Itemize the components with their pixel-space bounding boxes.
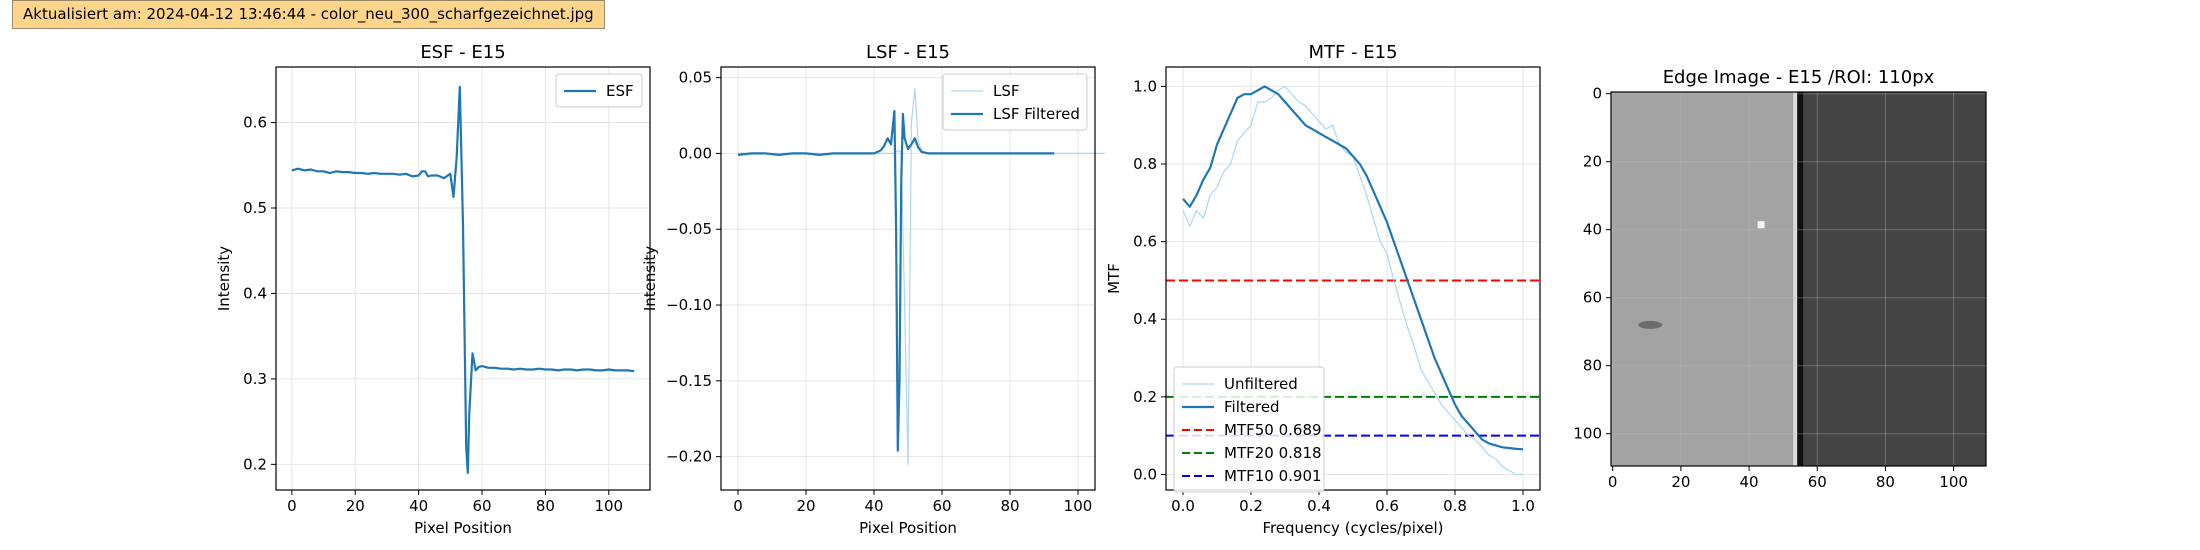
series-line-filtered [1182,85,1524,451]
y-tick-label: −0.05 [666,220,712,238]
x-tick-label: 60 [1808,473,1827,491]
chart-2: 0 20 40 60 80 100 −0.20 −0.15 −0.10 −0.05 0.00 0.05… [641,42,1106,537]
y-tick-label: 80 [1583,357,1602,375]
y-tick-label: 100 [1573,425,1602,443]
chart-title: LSF - E15 [866,42,950,63]
x-axis-label: Pixel Position [859,519,957,537]
x-tick-label: 20 [1671,473,1690,491]
x-tick-label: 40 [864,497,883,515]
y-tick-label: 0.05 [679,69,712,87]
legend-label: Unfiltered [1224,375,1298,393]
x-tick-label: 80 [1000,497,1019,515]
legend-box [942,73,1088,131]
x-tick-label: 0.0 [1171,497,1195,515]
chart-3: 0.0 0.2 0.4 0.6 0.8 1.0 0.0 0.2 0.4 0.6 0.8 1.0 MTF … [1105,42,1541,537]
image-smudge [1638,320,1663,329]
axes-frame [1165,66,1541,491]
legend-label: ESF [606,82,634,100]
y-tick-label: −0.15 [666,372,712,390]
legend-box [555,73,643,108]
status-banner: Aktualisiert am: 2024-04-12 13:46:44 - c… [12,0,605,29]
image-speck [1757,221,1765,229]
legend-3: Unfiltered Filtered MTF50 0.689 MTF20 0.818… [1173,366,1325,493]
x-tick-label: 1.0 [1511,497,1535,515]
x-tick-label: 80 [1876,473,1895,491]
x-tick-label: 100 [594,497,623,515]
y-tick-label: 0.8 [1133,155,1157,173]
chart-title: Edge Image - E15 /ROI: 110px [1663,67,1935,88]
y-tick-label: 0.6 [243,114,267,132]
legend-2: LSF LSF Filtered [942,73,1088,131]
x-tick-label: 20 [796,497,815,515]
y-tick-label: 0.2 [1133,388,1157,406]
x-tick-label: 60 [932,497,951,515]
axes-frame [275,66,651,491]
legend-label: Filtered [1224,398,1280,416]
legend-box [1173,366,1325,493]
y-axis-label: Intensity [641,246,659,311]
legend-label: MTF10 0.901 [1224,467,1322,485]
chart-title: ESF - E15 [420,42,505,63]
y-tick-label: 40 [1583,221,1602,239]
y-tick-label: 0.6 [1133,233,1157,251]
y-tick-label: 0 [1592,85,1602,103]
x-tick-label: 0.2 [1239,497,1263,515]
x-tick-label: 100 [1939,473,1968,491]
y-tick-label: 0.4 [243,284,267,302]
edge-image-dark-region [1800,92,1986,466]
x-tick-label: 80 [536,497,555,515]
y-tick-label: 1.0 [1133,77,1157,95]
y-tick-label: −0.20 [666,448,712,466]
y-tick-label: 0.5 [243,199,267,217]
y-tick-label: 20 [1583,153,1602,171]
legend-label: MTF20 0.818 [1224,444,1322,462]
series-line-lsf [738,87,1106,465]
series-line-lsf-filtered [737,109,1055,452]
x-axis-label: Frequency (cycles/pixel) [1262,519,1443,537]
y-axis-label: MTF [1105,263,1123,294]
x-tick-label: 0 [287,497,297,515]
legend-label: LSF [993,82,1020,100]
axes-frame [720,66,1096,491]
x-tick-label: 60 [472,497,491,515]
edge-line [1797,92,1804,466]
legend-label: MTF50 0.689 [1224,421,1322,439]
series-line-esf [291,85,635,474]
x-tick-label: 0.8 [1443,497,1467,515]
y-tick-label: 0.2 [243,455,267,473]
x-tick-label: 40 [409,497,428,515]
edge-highlight [1793,92,1798,466]
y-tick-label: 0.00 [679,144,712,162]
legend-label: LSF Filtered [993,105,1080,123]
edge-image-bright-region [1611,92,1801,466]
y-tick-label: −0.10 [666,296,712,314]
y-tick-label: 0.3 [243,370,267,388]
legend-1: ESF [555,73,643,108]
x-tick-label: 40 [1740,473,1759,491]
chart-1: 0 20 40 60 80 100 0.2 0.3 0.4 0.5 0.6 ESF - E15 Pixe… [215,42,651,537]
chart-4: 0 20 40 60 80 100 0 20 40 60 80 100 Edge Image - E15… [1573,67,1987,491]
x-tick-label: 0 [1608,473,1618,491]
x-tick-label: 0.6 [1375,497,1399,515]
x-tick-label: 0.4 [1307,497,1331,515]
y-tick-label: 0.4 [1133,310,1157,328]
x-tick-label: 20 [346,497,365,515]
chart-title: MTF - E15 [1308,42,1397,63]
y-tick-label: 60 [1583,289,1602,307]
y-tick-label: 0.0 [1133,465,1157,483]
axes-frame [1610,91,1987,467]
x-tick-label: 100 [1064,497,1093,515]
x-axis-label: Pixel Position [414,519,512,537]
y-axis-label: Intensity [215,246,233,311]
x-tick-label: 0 [733,497,743,515]
